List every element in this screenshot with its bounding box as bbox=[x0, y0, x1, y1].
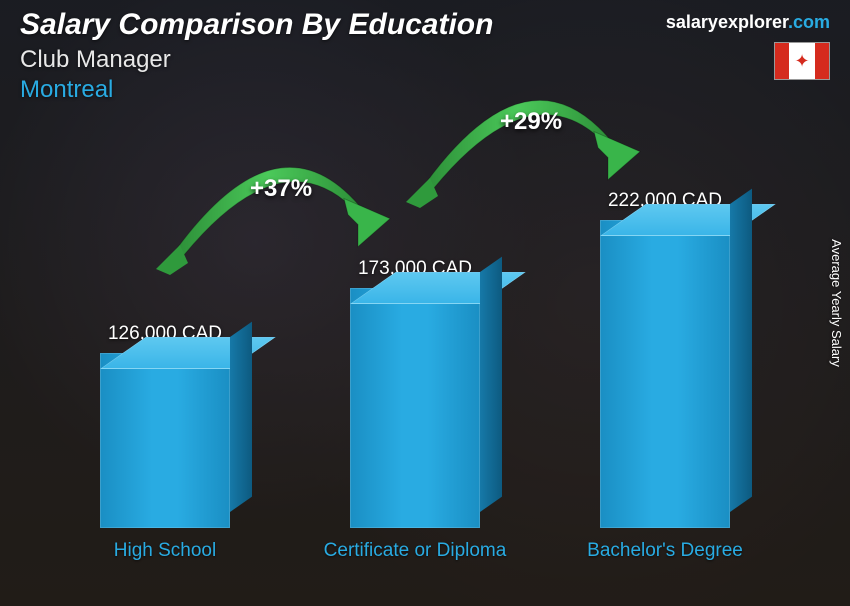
brand-tld: .com bbox=[788, 12, 830, 32]
chart-location: Montreal bbox=[20, 76, 830, 104]
bar-chart: 126,000 CADHigh School173,000 CADCertifi… bbox=[40, 130, 790, 586]
brand-name: salaryexplorer bbox=[666, 12, 788, 32]
bar-label: Certificate or Diploma bbox=[324, 540, 507, 586]
chart-subtitle: Club Manager bbox=[20, 46, 830, 74]
bar-label: High School bbox=[114, 540, 216, 586]
maple-leaf-icon: ✦ bbox=[794, 52, 809, 70]
bar-3d bbox=[600, 220, 730, 528]
percent-increase-badge: +29% bbox=[500, 108, 562, 136]
bar-group: 222,000 CADBachelor's Degree bbox=[565, 190, 765, 586]
percent-increase-badge: +37% bbox=[250, 175, 312, 203]
bar-label: Bachelor's Degree bbox=[587, 540, 743, 586]
brand-logo: salaryexplorer.com bbox=[666, 12, 830, 33]
y-axis-label: Average Yearly Salary bbox=[829, 239, 844, 367]
country-flag-icon: ✦ bbox=[774, 42, 830, 80]
bar-group: 173,000 CADCertificate or Diploma bbox=[315, 258, 515, 586]
bar-3d bbox=[350, 288, 480, 528]
bar-3d bbox=[100, 353, 230, 528]
bar-group: 126,000 CADHigh School bbox=[65, 323, 265, 586]
